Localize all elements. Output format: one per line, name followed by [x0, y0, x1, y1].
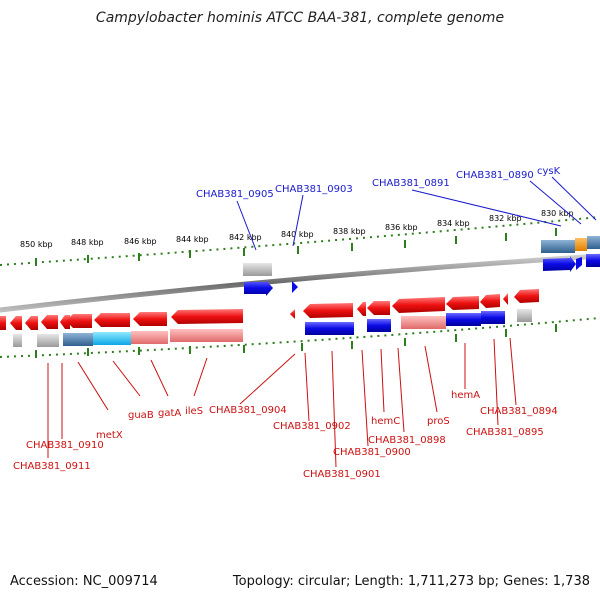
gene-arrow-forward [244, 280, 273, 296]
leader-line [304, 352, 310, 422]
gene-label-forward: CHAB381_0903 [275, 184, 353, 195]
gene-arrow-forward [543, 256, 576, 272]
gene-label-reverse: ileS [185, 406, 203, 417]
gene-label-reverse: CHAB381_0901 [303, 469, 381, 480]
gene-block-blue [481, 311, 505, 324]
gene-label-reverse: hemA [451, 390, 480, 401]
ruler-label: 838 kbp [333, 227, 366, 236]
gene-label-forward: cysK [537, 166, 561, 177]
genome-backbone [0, 253, 600, 313]
leader-line [239, 353, 296, 405]
leader-line [397, 347, 405, 433]
leader-line [77, 361, 109, 411]
leader-line [424, 345, 438, 413]
gene-block-steel [63, 333, 93, 346]
gene-arrow-forward [576, 257, 582, 270]
gene-block-pink [170, 329, 243, 342]
gene-block-blue [305, 322, 354, 335]
gene-arrow-forward [292, 281, 298, 293]
leader-line [361, 349, 369, 447]
ruler-label: 846 kbp [124, 237, 157, 246]
ruler-label: 830 kbp [541, 209, 574, 218]
leader-line [411, 189, 562, 227]
ruler-label: 850 kbp [20, 240, 53, 249]
gene-label-reverse: hemC [371, 416, 400, 427]
ruler-track-lower [0, 317, 600, 358]
gene-block-gray [13, 334, 22, 347]
gene-block-steel [587, 236, 600, 249]
ruler-label: 832 kbp [489, 214, 522, 223]
gene-block-blue [446, 313, 481, 326]
accession-label: Accession: NC_009714 [10, 574, 158, 589]
leader-line [380, 348, 385, 413]
gene-block-steel [541, 240, 575, 253]
gene-label-reverse: guaB [128, 410, 154, 421]
gene-label-reverse: CHAB381_0898 [368, 435, 446, 446]
gene-label-forward: CHAB381_0891 [372, 178, 450, 189]
leader-line [193, 357, 208, 397]
gene-block-gray [517, 309, 532, 322]
genome-summary: Topology: circular; Length: 1,711,273 bp… [232, 574, 590, 589]
gene-label-reverse: CHAB381_0910 [26, 440, 104, 451]
gene-block-pink [401, 316, 446, 329]
gene-block-gray [37, 334, 59, 347]
ruler-major-ticks-lower [35, 324, 557, 358]
gene-block-gray [243, 263, 272, 276]
gene-label-reverse: CHAB381_0911 [13, 461, 91, 472]
ruler-label: 842 kbp [229, 233, 262, 242]
ruler-track-upper [0, 216, 600, 266]
leader-line [292, 194, 304, 247]
ruler-major-ticks [35, 228, 557, 266]
ruler-label: 840 kbp [281, 230, 314, 239]
reverse-gene-arrows [0, 289, 539, 330]
gene-label-reverse: gatA [158, 408, 181, 419]
leader-line [150, 359, 169, 397]
map-title: Campylobacter hominis ATCC BAA-381, comp… [95, 10, 505, 26]
gene-label-reverse: metX [96, 430, 123, 441]
gene-block-blue [367, 319, 391, 332]
gene-block-orange [575, 238, 587, 251]
gene-label-reverse: CHAB381_0904 [209, 405, 287, 416]
gene-label-reverse: proS [427, 416, 450, 427]
gene-label-forward: CHAB381_0890 [456, 170, 534, 181]
gene-block-blue [586, 254, 600, 267]
gene-label-reverse: CHAB381_0894 [480, 406, 558, 417]
leader-line [529, 180, 582, 225]
leader-line [331, 350, 337, 468]
ruler-label: 844 kbp [176, 235, 209, 244]
gene-block-pink [131, 331, 168, 344]
gene-label-reverse: CHAB381_0900 [333, 447, 411, 458]
gene-label-forward: CHAB381_0905 [196, 189, 274, 200]
leader-line [509, 337, 517, 406]
leader-line [236, 200, 257, 251]
leader-line [551, 176, 597, 221]
gene-label-reverse: CHAB381_0902 [273, 421, 351, 432]
ruler-label: 848 kbp [71, 238, 104, 247]
gene-label-reverse: CHAB381_0895 [466, 427, 544, 438]
gene-block-cyan [93, 332, 131, 345]
leader-line [493, 338, 499, 426]
ruler-label: 834 kbp [437, 219, 470, 228]
ruler-label: 836 kbp [385, 223, 418, 232]
leader-line [112, 360, 141, 397]
